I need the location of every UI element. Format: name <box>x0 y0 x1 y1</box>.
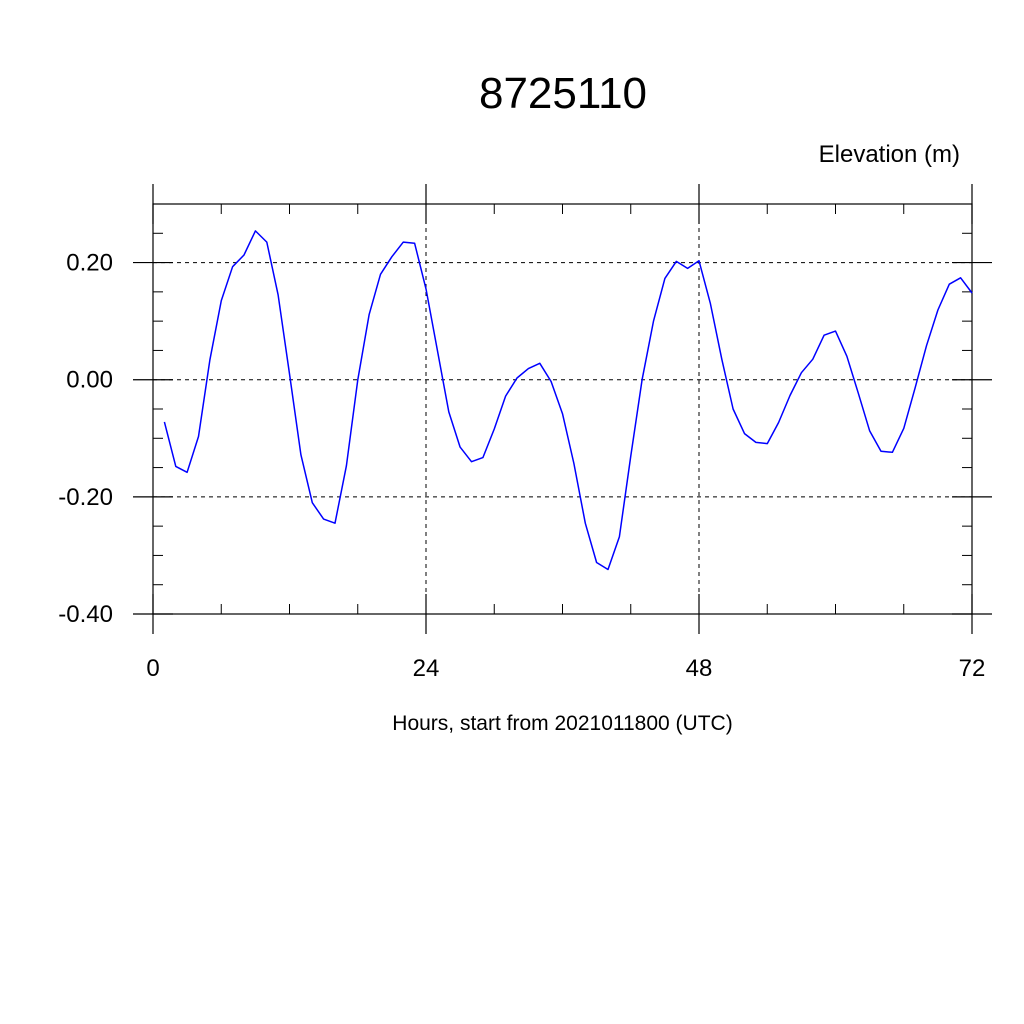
series-group <box>163 230 973 571</box>
x-axis-label: Hours, start from 2021011800 (UTC) <box>392 712 732 735</box>
chart-title: 8725110 <box>479 69 647 118</box>
y-tick-label: -0.40 <box>58 601 113 628</box>
y-tick-labels: -0.40 -0.20 0.00 0.20 <box>58 250 113 628</box>
x-tick-label: 0 <box>146 655 159 682</box>
y-tick-label: -0.20 <box>58 484 113 511</box>
plot-frame <box>152 203 973 615</box>
x-tick-label: 24 <box>413 655 440 682</box>
y-axis-unit-label: Elevation (m) <box>819 141 960 168</box>
series-line <box>163 230 973 571</box>
x-tick-label: 72 <box>959 655 986 682</box>
x-tick-label: 48 <box>686 655 713 682</box>
y-tick-label: 0.20 <box>66 250 113 277</box>
x-tick-labels: 0 24 48 72 <box>146 655 985 682</box>
y-tick-label: 0.00 <box>66 367 113 394</box>
